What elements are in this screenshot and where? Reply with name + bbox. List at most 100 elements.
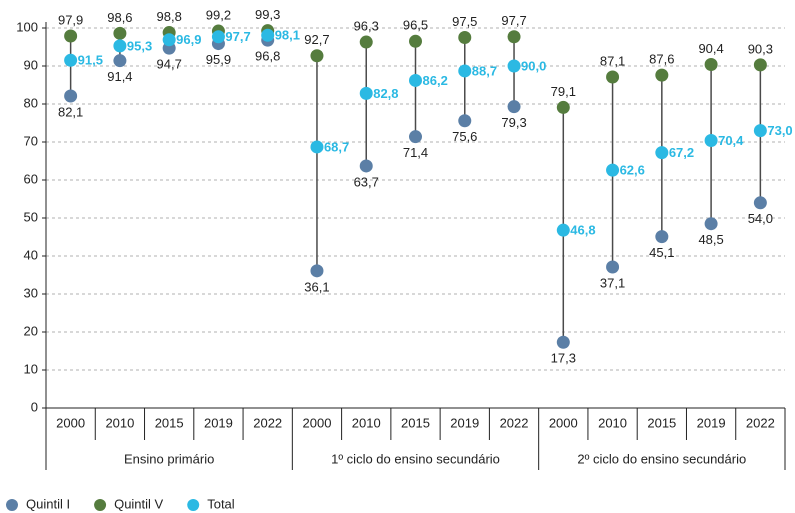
data-label: 67,2 bbox=[669, 145, 694, 160]
dot bbox=[704, 133, 718, 147]
dot bbox=[655, 146, 669, 160]
data-label: 96,8 bbox=[255, 49, 280, 64]
data-label: 87,1 bbox=[600, 53, 625, 68]
data-label: 73,0 bbox=[767, 123, 792, 138]
dot bbox=[359, 159, 373, 173]
legend-marker bbox=[187, 499, 200, 511]
dot bbox=[64, 29, 78, 43]
data-label: 90,3 bbox=[748, 41, 773, 56]
data-label: 82,8 bbox=[373, 86, 398, 101]
dot bbox=[753, 124, 767, 138]
data-label: 92,7 bbox=[304, 32, 329, 47]
dot bbox=[409, 34, 422, 48]
dot bbox=[458, 31, 472, 44]
data-label: 91,5 bbox=[78, 53, 103, 68]
dot bbox=[64, 53, 78, 67]
y-tick-label: 0 bbox=[31, 399, 38, 414]
data-label: 62,6 bbox=[620, 163, 645, 178]
dot bbox=[507, 30, 521, 44]
dot bbox=[211, 30, 225, 44]
dot bbox=[310, 264, 324, 278]
y-tick-label: 10 bbox=[24, 361, 38, 376]
dot bbox=[113, 26, 127, 40]
x-tick-label: 2015 bbox=[155, 415, 184, 430]
x-tick-label: 2000 bbox=[303, 415, 332, 430]
data-label: 63,7 bbox=[354, 174, 379, 189]
x-tick-label: 2000 bbox=[549, 415, 578, 430]
dot bbox=[458, 114, 472, 128]
dot bbox=[704, 217, 718, 231]
y-tick-label: 20 bbox=[24, 323, 38, 338]
y-tick-label: 40 bbox=[24, 247, 38, 262]
x-tick-label: 2015 bbox=[401, 415, 430, 430]
x-tick-label: 2019 bbox=[697, 415, 726, 430]
data-label: 95,3 bbox=[127, 38, 152, 53]
data-label: 82,1 bbox=[58, 104, 83, 119]
x-tick-label: 2010 bbox=[598, 415, 627, 430]
data-label: 98,6 bbox=[107, 10, 132, 25]
data-label: 86,2 bbox=[423, 73, 448, 88]
data-label: 54,0 bbox=[748, 211, 773, 226]
y-tick-label: 30 bbox=[24, 285, 38, 300]
legend-marker bbox=[94, 499, 107, 511]
x-tick-label: 2010 bbox=[352, 415, 381, 430]
data-label: 97,7 bbox=[225, 29, 250, 44]
legend-marker bbox=[6, 499, 18, 511]
data-label: 75,6 bbox=[452, 129, 477, 144]
x-tick-label: 2022 bbox=[746, 415, 775, 430]
y-tick-label: 50 bbox=[24, 209, 38, 224]
data-label: 87,6 bbox=[649, 52, 674, 67]
data-label: 46,8 bbox=[570, 223, 595, 238]
dot bbox=[556, 223, 570, 237]
data-label: 68,7 bbox=[324, 139, 349, 154]
data-label: 99,3 bbox=[255, 7, 280, 22]
dot bbox=[606, 70, 620, 84]
data-label: 94,7 bbox=[157, 57, 182, 72]
x-tick-label: 2019 bbox=[204, 415, 233, 430]
dot bbox=[458, 64, 472, 78]
x-tick-label: 2022 bbox=[500, 415, 529, 430]
y-tick-label: 70 bbox=[24, 133, 38, 148]
data-label: 90,0 bbox=[521, 58, 546, 73]
group-label: 1º ciclo do ensino secundário bbox=[331, 451, 500, 466]
data-label: 91,4 bbox=[107, 69, 132, 84]
data-label: 98,1 bbox=[275, 28, 300, 43]
dot bbox=[704, 57, 718, 71]
dot bbox=[113, 54, 127, 68]
data-label: 70,4 bbox=[718, 133, 744, 148]
dot bbox=[162, 33, 176, 47]
data-label: 45,1 bbox=[649, 245, 674, 260]
data-label: 98,8 bbox=[157, 9, 182, 24]
legend-label: Quintil I bbox=[26, 496, 70, 511]
dot bbox=[655, 230, 669, 244]
dot bbox=[113, 39, 127, 53]
y-tick-label: 80 bbox=[24, 95, 38, 110]
y-tick-label: 90 bbox=[24, 57, 38, 72]
data-label: 99,2 bbox=[206, 7, 231, 22]
dot bbox=[409, 130, 422, 144]
dot bbox=[606, 163, 620, 177]
data-label: 79,1 bbox=[551, 84, 576, 99]
dot bbox=[507, 100, 521, 114]
data-label: 97,9 bbox=[58, 12, 83, 27]
y-tick-label: 100 bbox=[16, 19, 38, 34]
data-label: 88,7 bbox=[472, 63, 497, 78]
x-tick-label: 2019 bbox=[450, 415, 479, 430]
dot bbox=[261, 28, 275, 42]
x-tick-label: 2015 bbox=[647, 415, 676, 430]
data-label: 95,9 bbox=[206, 52, 231, 67]
legend-label: Total bbox=[207, 496, 235, 511]
dot bbox=[606, 260, 620, 274]
dot bbox=[359, 86, 373, 100]
group-label: Ensino primário bbox=[124, 451, 214, 466]
data-label: 79,3 bbox=[501, 115, 526, 130]
dot bbox=[556, 100, 570, 114]
dot bbox=[310, 140, 324, 154]
data-label: 48,5 bbox=[698, 232, 723, 247]
dot bbox=[753, 58, 767, 72]
data-label: 96,3 bbox=[354, 18, 379, 33]
dot bbox=[507, 59, 521, 73]
legend-label: Quintil V bbox=[114, 496, 163, 511]
data-label: 97,5 bbox=[452, 14, 477, 29]
